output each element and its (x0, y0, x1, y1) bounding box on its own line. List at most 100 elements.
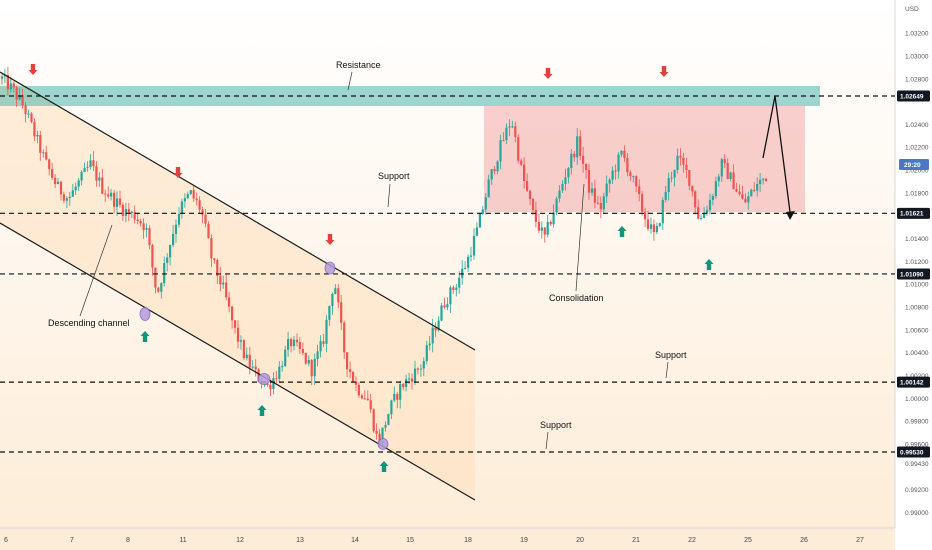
candle-body (499, 140, 502, 162)
candle-body (611, 170, 614, 180)
candle-body (148, 228, 151, 245)
candle-body (210, 238, 213, 259)
candle-body (68, 196, 71, 199)
candle-body (222, 282, 225, 285)
candle-body (278, 366, 281, 379)
time-tick-label: 8 (126, 537, 130, 544)
candle-body (239, 340, 242, 342)
time-tick-label: 19 (520, 537, 528, 544)
candle-body (425, 345, 428, 361)
channel-upper-line (0, 71, 476, 351)
candle-body (204, 214, 207, 224)
candle-body (107, 194, 110, 197)
up-arrow-icon (140, 331, 150, 342)
candle-body (372, 409, 375, 431)
candle-body (617, 154, 620, 172)
candle-body (231, 306, 234, 321)
candle-body (233, 320, 237, 328)
level-price-tag (897, 90, 930, 102)
channel-touch-points (139, 261, 389, 450)
candle-body (86, 167, 89, 169)
candle-body (585, 163, 588, 170)
candle-body (632, 176, 635, 178)
candle-body (641, 194, 644, 212)
candle-body (251, 366, 254, 368)
candle-body (655, 226, 658, 233)
candle-body (741, 194, 744, 199)
candle-body (570, 153, 573, 169)
candle-body (759, 179, 762, 184)
down-arrow-icon (325, 234, 335, 245)
candle-body (378, 433, 381, 445)
candle-body (145, 228, 148, 230)
price-axis-ticks: 1.03200 1.03000 1.02800 1.02400 1.02200 1.020… (897, 31, 930, 517)
candle-body (478, 213, 481, 228)
candle-body (101, 177, 104, 194)
candle-body (56, 181, 60, 185)
candle-body (732, 172, 735, 190)
candle-body (573, 153, 576, 158)
annotation-pointer (575, 183, 585, 292)
candle-body (384, 424, 387, 428)
time-tick-label: 27 (856, 537, 864, 544)
time-tick-label: 26 (800, 537, 808, 544)
candle-body (71, 190, 74, 197)
candle-body (381, 427, 384, 445)
candle-body (661, 199, 664, 224)
candle-body (502, 140, 505, 142)
time-tick-label: 22 (688, 537, 696, 544)
candle-body (413, 368, 417, 382)
candle-body (455, 287, 458, 290)
candle-body (310, 360, 313, 377)
time-tick-label: 13 (296, 537, 304, 544)
candle-body (682, 157, 685, 165)
candle-body (349, 369, 352, 372)
price-tick-label: 1.02200 (905, 145, 929, 152)
candle-body (458, 277, 461, 288)
candle-body (354, 381, 358, 385)
time-tick-label: 18 (464, 537, 472, 544)
candle-body (646, 219, 650, 229)
channel-lower-line (0, 222, 476, 501)
annotation-support: Support (655, 350, 687, 360)
candle-body (726, 163, 729, 179)
annotation-pointer (387, 183, 391, 208)
candle-body (396, 393, 399, 400)
candle-body (133, 211, 136, 220)
candle-body (475, 227, 478, 236)
candle-body (440, 305, 443, 321)
candle-body (363, 398, 366, 400)
candle-body (104, 193, 107, 195)
candle-body (738, 191, 741, 195)
candle-body (89, 160, 92, 168)
candle-body (723, 159, 726, 163)
time-axis-ticks: 6 7 8 11 12 13 14 15 18 19 20 21 22 25 26 27 (4, 537, 864, 544)
candle-body (602, 196, 605, 210)
candle-body (18, 95, 21, 100)
touch-point (324, 261, 336, 275)
current-price-tag: 29:20 (899, 159, 929, 170)
candle-body (644, 211, 647, 220)
price-tick-label: 1.01200 (905, 259, 929, 266)
candle-body (537, 221, 540, 231)
candle-body (708, 200, 712, 210)
candle-body (195, 198, 198, 201)
candle-body (697, 207, 700, 219)
candle-body (694, 191, 697, 208)
candle-body (316, 351, 319, 359)
candle-body (242, 340, 245, 359)
candle-body (416, 368, 419, 370)
candle-body (508, 126, 511, 128)
level-price-tag (897, 446, 930, 458)
candle-body (80, 172, 83, 181)
candle-body (121, 204, 124, 216)
candle-body (301, 349, 304, 353)
up-arrow-icon (257, 405, 267, 416)
candle-body (676, 155, 679, 170)
candle-body (428, 343, 431, 346)
candle-body (481, 209, 484, 214)
candle-body (54, 177, 57, 185)
annotation-pointer (79, 224, 113, 317)
candle-body (136, 219, 139, 222)
